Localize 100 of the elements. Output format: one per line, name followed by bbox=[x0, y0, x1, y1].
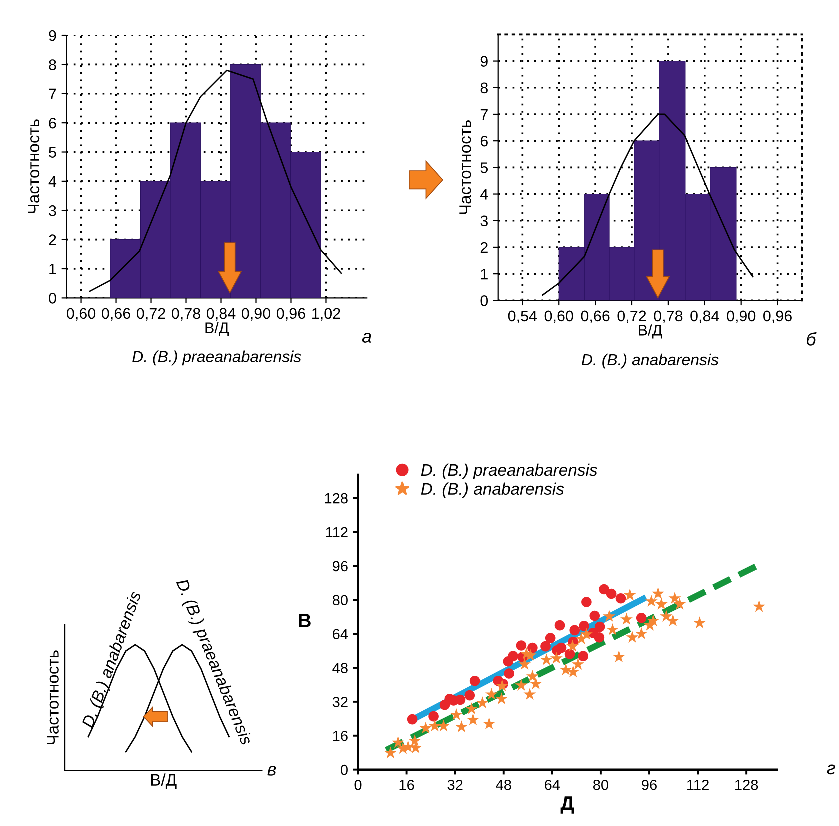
y-tick-label: 1 bbox=[50, 264, 56, 275]
point bbox=[545, 633, 556, 644]
point bbox=[470, 676, 480, 686]
point bbox=[594, 622, 606, 632]
point bbox=[556, 642, 567, 654]
x-tick-label: 0,84 bbox=[206, 308, 236, 321]
point bbox=[464, 690, 476, 701]
y-tick-label: 5 bbox=[480, 162, 488, 174]
point bbox=[616, 593, 626, 604]
point bbox=[485, 688, 498, 700]
point bbox=[582, 597, 592, 608]
point bbox=[530, 678, 542, 690]
y-tick-label: 0 bbox=[480, 296, 488, 306]
point bbox=[579, 621, 590, 632]
x-tick-label: 96 bbox=[642, 780, 657, 790]
text: б bbox=[807, 332, 817, 346]
y-tick-label: 2 bbox=[49, 234, 56, 246]
x-tick-label: 16 bbox=[400, 780, 414, 790]
point bbox=[606, 623, 620, 636]
text: а bbox=[362, 333, 372, 343]
y-tick-label: 3 bbox=[480, 216, 488, 227]
x-tick-label: 0,78 bbox=[172, 308, 200, 321]
x-axis-title: В/Д bbox=[639, 324, 662, 339]
point bbox=[753, 600, 766, 612]
point bbox=[392, 736, 405, 748]
point bbox=[518, 658, 532, 670]
point bbox=[407, 714, 418, 725]
y-tick-label: 2 bbox=[480, 242, 488, 254]
point bbox=[612, 650, 626, 663]
point bbox=[504, 668, 514, 679]
point bbox=[578, 651, 589, 662]
point bbox=[455, 720, 468, 733]
point bbox=[594, 632, 605, 643]
x-tick-label: 32 bbox=[448, 780, 463, 790]
point bbox=[666, 614, 680, 626]
x-tick-label: 0,84 bbox=[690, 310, 720, 324]
x-tick-label: 0,60 bbox=[544, 310, 574, 324]
point bbox=[567, 666, 580, 678]
point bbox=[590, 610, 600, 622]
point bbox=[606, 588, 617, 600]
point bbox=[450, 708, 463, 720]
point bbox=[655, 598, 668, 610]
x-tick-label: 0,96 bbox=[764, 310, 792, 324]
y-tick-label: 32 bbox=[332, 697, 348, 708]
point bbox=[599, 584, 610, 595]
y-tick-label: 48 bbox=[332, 663, 348, 674]
point bbox=[626, 631, 639, 643]
point bbox=[508, 651, 518, 662]
point bbox=[668, 592, 682, 604]
point bbox=[674, 598, 686, 610]
point bbox=[570, 625, 580, 636]
y-tick-label: 128 bbox=[325, 493, 348, 504]
point bbox=[652, 587, 665, 600]
point bbox=[603, 610, 616, 622]
point bbox=[516, 640, 527, 651]
x-tick-label: 0,72 bbox=[137, 308, 166, 321]
x-tick-label: 0 bbox=[354, 780, 362, 790]
x-axis-title: Д bbox=[560, 796, 574, 814]
x-tick-label: 0,54 bbox=[508, 310, 538, 324]
x-axis-title: В/Д bbox=[151, 774, 177, 790]
point bbox=[466, 714, 480, 726]
legend-label: D. (B.) anabarensis bbox=[421, 482, 564, 498]
point bbox=[408, 734, 422, 747]
point bbox=[572, 658, 584, 670]
x-axis-title: В/Д bbox=[206, 322, 229, 336]
x-tick-label: 0,60 bbox=[67, 308, 96, 321]
x-tick-label: 0,96 bbox=[276, 308, 306, 321]
x-tick-label: 1,02 bbox=[312, 308, 340, 321]
y-axis-title: Частотность bbox=[460, 120, 472, 214]
point bbox=[540, 641, 551, 652]
legend-label: D. (B.) praeanabarensis bbox=[421, 464, 598, 480]
text: в bbox=[268, 766, 276, 776]
point bbox=[438, 720, 450, 732]
y-axis-title: В bbox=[299, 614, 311, 628]
y-tick-label: 6 bbox=[480, 136, 488, 147]
point bbox=[550, 652, 563, 664]
y-tick-label: 80 bbox=[332, 595, 348, 606]
point bbox=[483, 718, 496, 730]
y-tick-label: 1 bbox=[481, 269, 488, 280]
y-tick-label: 0 bbox=[340, 764, 348, 776]
point bbox=[564, 649, 576, 660]
y-tick-label: 5 bbox=[49, 147, 56, 158]
x-tick-label: 0,66 bbox=[102, 308, 130, 321]
x-tick-label: 0,78 bbox=[654, 310, 683, 324]
point bbox=[428, 711, 439, 722]
point bbox=[495, 692, 508, 705]
point bbox=[402, 740, 415, 753]
y-tick-label: 0 bbox=[49, 293, 56, 304]
point bbox=[496, 680, 509, 692]
x-tick-label: 112 bbox=[688, 780, 709, 790]
x-tick-label: 64 bbox=[545, 780, 560, 790]
point bbox=[560, 664, 572, 676]
x-tick-label: 0,90 bbox=[727, 310, 756, 324]
point bbox=[384, 746, 397, 759]
point bbox=[566, 640, 580, 652]
point bbox=[554, 620, 566, 631]
y-tick-label: 3 bbox=[49, 206, 56, 216]
y-tick-label: 4 bbox=[48, 176, 57, 187]
y-tick-label: 9 bbox=[480, 56, 488, 67]
point bbox=[526, 670, 539, 682]
